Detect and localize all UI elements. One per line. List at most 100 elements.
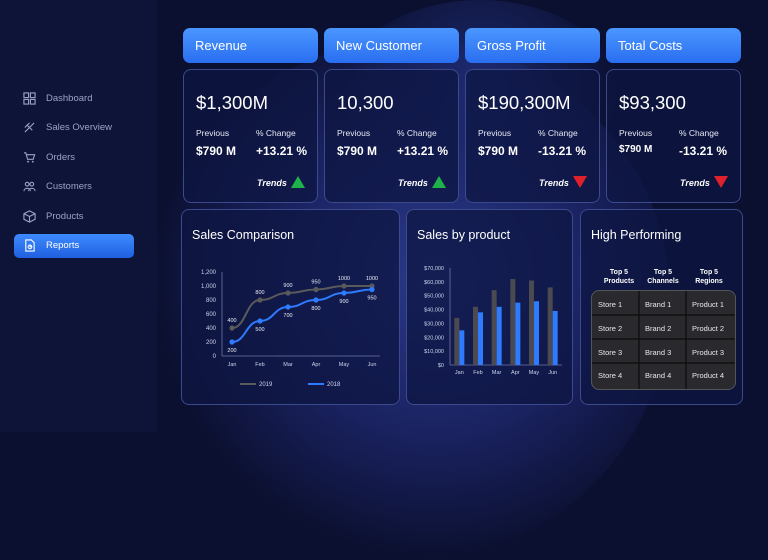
kpi-trend-label: Trends [257,178,287,188]
y-tick-label: 600 [206,312,217,318]
data-label: 800 [255,290,264,296]
data-label: 950 [367,296,376,302]
trend-up-icon [432,176,446,188]
data-label: 700 [283,313,292,319]
sidebar-item-label: Reports [46,240,80,251]
kpi-trend-label: Trends [398,178,428,188]
legend-label: 2019 [259,382,273,388]
x-tick-label: Jun [368,362,377,368]
kpi-card-total-costs: $93,300 Previous % Change $790 M -13.21 … [606,69,741,203]
table-cell: Store 3 [598,348,623,357]
data-label: 1000 [366,276,378,282]
y-tick-label: 800 [206,298,217,304]
table-cell: Brand 2 [645,324,672,333]
table-cell: Brand 4 [645,371,672,380]
x-tick-label: Jan [455,370,464,376]
kpi-value: $190,300M [478,92,571,113]
table-cell: Brand 1 [645,300,672,309]
x-tick-label: Apr [511,370,520,376]
table-cell: Product 1 [692,300,725,309]
table-cell: Store 4 [598,371,623,380]
kpi-trend-label: Trends [539,178,569,188]
column-header-line: Top 5 [699,269,719,276]
kpi-header-total-costs: Total Costs [606,28,741,63]
y-tick-label: $0 [438,363,444,369]
x-tick-label: Mar [283,362,293,368]
legend-label: 2018 [327,382,341,388]
bar [515,302,521,365]
sidebar-item-reports[interactable]: Reports [14,233,134,258]
bar [529,280,534,365]
kpi-previous-value: $790 M [619,144,653,155]
data-label: 200 [227,348,236,354]
column-header-line: Top 5 [653,269,673,276]
bar [491,290,497,365]
kpi-previous-value: $790 M [337,144,378,158]
data-label: 1000 [338,276,350,282]
y-tick-label: 1,000 [201,284,217,290]
sidebar-nav: Dashboard Sales Overview Orders Customer… [14,86,134,263]
y-tick-label: 400 [206,326,217,332]
kpi-header-new-customer: New Customer [324,28,459,63]
sidebar-item-customers[interactable]: Customers [14,175,134,199]
kpi-trend-label: Trends [680,178,710,188]
y-tick-label: $50,000 [424,294,444,300]
bar [534,301,539,365]
series-line-2019 [231,285,372,329]
table-cell: Product 4 [692,371,725,380]
x-tick-label: Jan [228,362,237,368]
report-icon [25,239,35,252]
bar [547,287,553,365]
y-tick-label: $40,000 [424,308,444,314]
column-header-channels: Top 5 Channels [645,268,681,286]
bar [478,312,483,365]
kpi-title: Revenue [195,38,248,53]
sidebar-item-label: Products [46,210,84,222]
panel-title: Sales by product [417,228,511,242]
sidebar-item-orders[interactable]: Orders [14,145,134,169]
x-tick-label: May [339,362,350,368]
sidebar: Dashboard Sales Overview Orders Customer… [0,0,157,432]
y-tick-label: $20,000 [424,335,444,341]
kpi-value: $1,300M [196,92,268,113]
panel-title: High Performing [591,228,682,242]
bar [510,279,516,365]
table-grid [592,291,735,389]
sidebar-item-products[interactable]: Products [14,204,134,228]
kpi-card-new-customer: 10,300 Previous % Change $790 M +13.21 %… [324,69,459,203]
table-cell: Product 3 [692,348,725,357]
kpi-change-value: -13.21 % [679,144,728,158]
y-tick-label: $60,000 [424,280,444,286]
x-tick-label: Feb [255,362,264,368]
data-label: 900 [339,299,348,305]
sales-by-product-panel: Sales by product $0 $10,000 $20,000 $30,000… [406,209,573,405]
kpi-previous-label: Previous [337,128,371,138]
kpi-title: Total Costs [618,38,683,53]
kpi-previous-label: Previous [196,128,230,138]
trend-down-icon [573,176,587,188]
data-point [341,290,347,296]
kpi-change-value: -13.21 % [538,144,587,158]
sidebar-item-label: Dashboard [46,92,93,104]
kpi-change-value: +13.21 % [397,144,449,158]
bar [496,306,502,365]
high-performing-panel: High Performing Top 5 Products Top 5 Chann… [580,209,743,405]
data-label: 500 [255,327,264,333]
sidebar-item-sales-overview[interactable]: Sales Overview [14,116,134,140]
kpi-previous-value: $790 M [478,144,519,158]
column-header-line: Top 5 [609,269,629,276]
kpi-header-revenue: Revenue [183,28,318,63]
data-point [313,297,319,303]
sales-by-product-chart: $0 $10,000 $20,000 $30,000 $40,000 $50,000 $60… [424,266,562,376]
kpi-value: $93,300 [619,92,686,113]
y-tick-label: $10,000 [424,349,444,355]
box-icon [23,209,36,223]
sales-comparison-chart: 0 200 400 600 800 1,000 1,200 Jan Feb Mar Apr May Ju… [201,270,380,388]
kpi-change-label: % Change [397,128,437,138]
column-header-line: Regions [695,278,723,285]
sidebar-item-dashboard[interactable]: Dashboard [14,86,134,110]
data-point [341,283,347,289]
x-tick-label: Mar [492,370,502,376]
table-cell: Brand 3 [645,348,672,357]
kpi-header-gross-profit: Gross Profit [465,28,600,63]
